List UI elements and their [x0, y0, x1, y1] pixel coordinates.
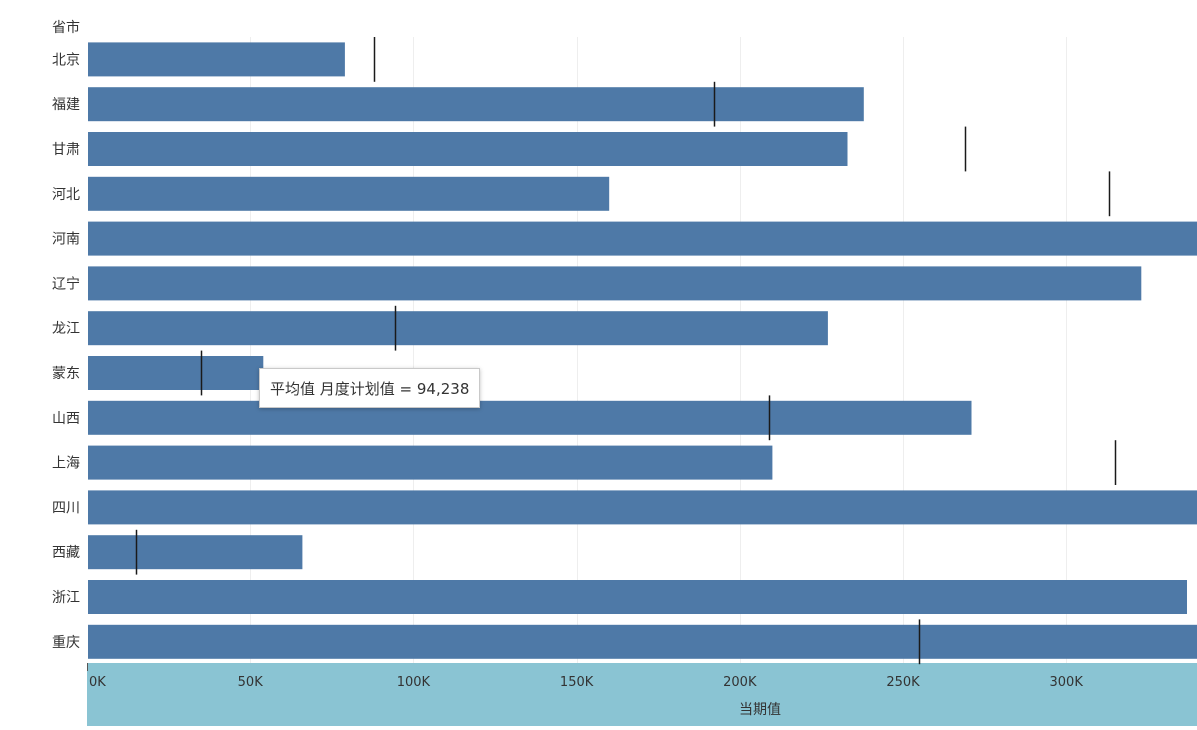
- x-tick-label: 200K: [723, 675, 757, 690]
- row-label: 北京: [52, 52, 80, 68]
- row-label: 西藏: [52, 545, 80, 561]
- x-tick-label: 50K: [238, 675, 264, 690]
- row-label: 河北: [52, 187, 80, 203]
- x-tick-labels: 0K50K100K150K200K250K300K350K400K450K500…: [89, 675, 1084, 690]
- x-axis-title: 当期值: [739, 702, 781, 718]
- bar-龙江[interactable]: [88, 311, 828, 346]
- row-header: 省市: [52, 19, 80, 36]
- row-label: 四川: [52, 500, 80, 516]
- bar-河北[interactable]: [88, 176, 610, 211]
- bar-辽宁[interactable]: [88, 266, 1142, 301]
- row-label: 蒙东: [52, 366, 80, 382]
- row-label: 上海: [52, 456, 80, 472]
- bar-北京[interactable]: [88, 42, 345, 77]
- tooltip-text: 平均值 月度计划值 = 94,238: [270, 380, 470, 398]
- x-tick-label: 100K: [397, 675, 431, 690]
- bars: [88, 42, 1197, 659]
- x-tick-label: 150K: [560, 675, 594, 690]
- row-label: 福建: [52, 97, 80, 113]
- x-axis-band[interactable]: [87, 663, 1197, 726]
- x-tick-label: 0K: [89, 675, 106, 690]
- bar-浙江[interactable]: [88, 580, 1187, 614]
- row-label: 辽宁: [52, 275, 80, 292]
- row-label: 山西: [52, 411, 80, 427]
- row-label: 甘肃: [52, 142, 80, 158]
- bar-河南[interactable]: [88, 221, 1197, 256]
- tooltip: 平均值 月度计划值 = 94,238: [259, 368, 481, 408]
- row-label: 浙江: [52, 590, 80, 606]
- row-label: 重庆: [52, 635, 80, 651]
- x-tick-label: 300K: [1050, 675, 1084, 690]
- row-label: 河南: [52, 232, 80, 248]
- grid-lines: [250, 37, 1067, 663]
- reference-lines: [135, 37, 1117, 665]
- bar-西藏[interactable]: [88, 535, 303, 570]
- bar-福建[interactable]: [88, 87, 864, 122]
- bar-甘肃[interactable]: [88, 132, 848, 166]
- bar-上海[interactable]: [88, 445, 773, 480]
- bar-四川[interactable]: [88, 490, 1197, 525]
- bar-蒙东[interactable]: [88, 356, 264, 390]
- row-label: 龙江: [52, 321, 80, 337]
- x-tick-label: 250K: [886, 675, 920, 690]
- bar-重庆[interactable]: [88, 624, 1197, 659]
- bar-山西[interactable]: [88, 400, 972, 435]
